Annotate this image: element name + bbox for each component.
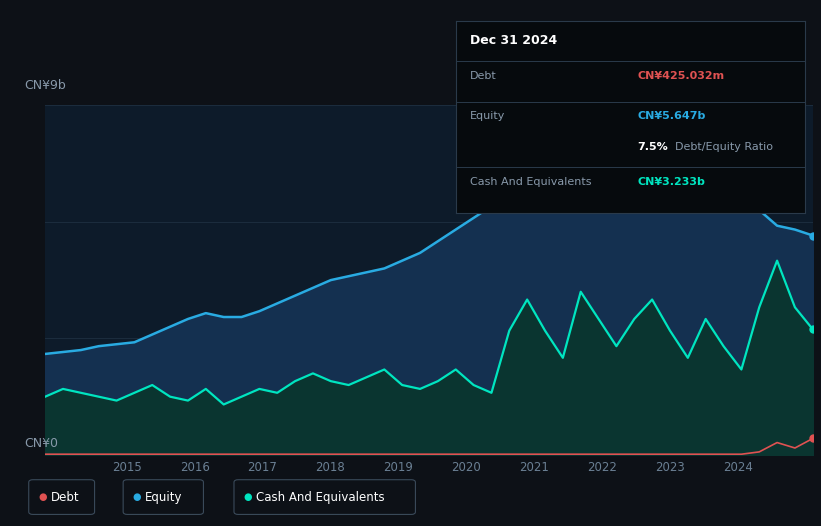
Text: CN¥9b: CN¥9b xyxy=(25,79,67,92)
Text: ●: ● xyxy=(39,492,47,502)
Text: ●: ● xyxy=(244,492,252,502)
Text: CN¥5.647b: CN¥5.647b xyxy=(637,112,705,122)
Text: Debt: Debt xyxy=(470,71,497,81)
Text: 7.5%: 7.5% xyxy=(637,142,667,152)
Text: Equity: Equity xyxy=(145,491,183,503)
Text: Debt: Debt xyxy=(51,491,80,503)
Text: Cash And Equivalents: Cash And Equivalents xyxy=(256,491,385,503)
Text: Debt/Equity Ratio: Debt/Equity Ratio xyxy=(676,142,773,152)
Text: Dec 31 2024: Dec 31 2024 xyxy=(470,35,557,47)
Text: CN¥3.233b: CN¥3.233b xyxy=(637,177,705,187)
Text: ●: ● xyxy=(133,492,141,502)
Text: Cash And Equivalents: Cash And Equivalents xyxy=(470,177,591,187)
Text: CN¥425.032m: CN¥425.032m xyxy=(637,71,724,81)
Text: Equity: Equity xyxy=(470,112,505,122)
Text: CN¥0: CN¥0 xyxy=(25,437,58,450)
